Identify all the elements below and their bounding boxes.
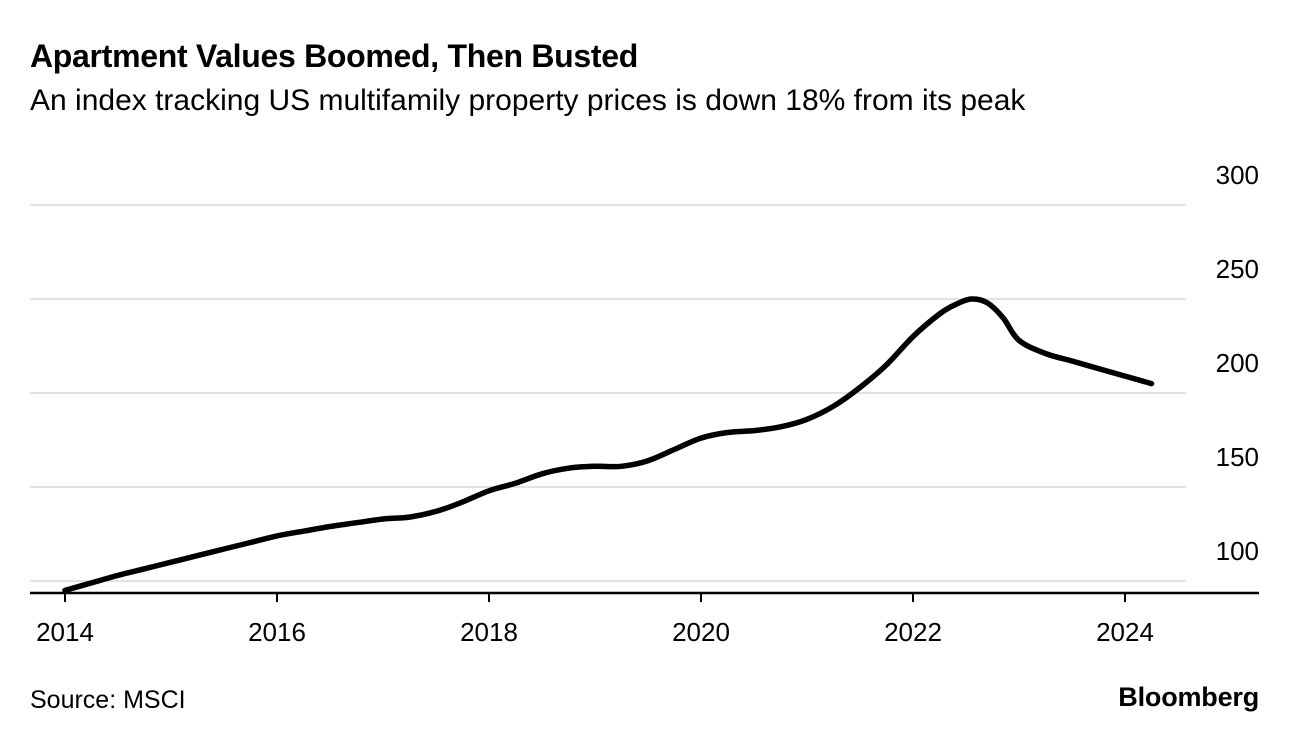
y-axis-label: 300: [1216, 160, 1259, 190]
x-axis-label: 2022: [884, 617, 942, 647]
chart-title: Apartment Values Boomed, Then Busted: [30, 38, 638, 74]
x-axis-label: 2020: [672, 617, 730, 647]
y-axis-label: 250: [1216, 254, 1259, 284]
y-axis-label: 100: [1216, 536, 1259, 566]
y-axis-label: 200: [1216, 348, 1259, 378]
x-axis-label: 2016: [248, 617, 306, 647]
x-axis-label: 2024: [1096, 617, 1154, 647]
y-axis-label: 150: [1216, 442, 1259, 472]
y-axis-labels: 100 150 200 250 300: [1216, 160, 1259, 566]
x-axis-label: 2018: [460, 617, 518, 647]
x-axis-labels: 2014 2016 2018 2020 2022 2024: [36, 593, 1154, 647]
bloomberg-logo: Bloomberg: [1118, 682, 1259, 712]
gridlines: [30, 204, 1186, 582]
chart-subtitle: An index tracking US multifamily propert…: [30, 84, 1026, 117]
source-attribution: Source: MSCI: [30, 686, 186, 714]
x-axis-label: 2014: [36, 617, 94, 647]
price-index-line: [62, 296, 1155, 594]
